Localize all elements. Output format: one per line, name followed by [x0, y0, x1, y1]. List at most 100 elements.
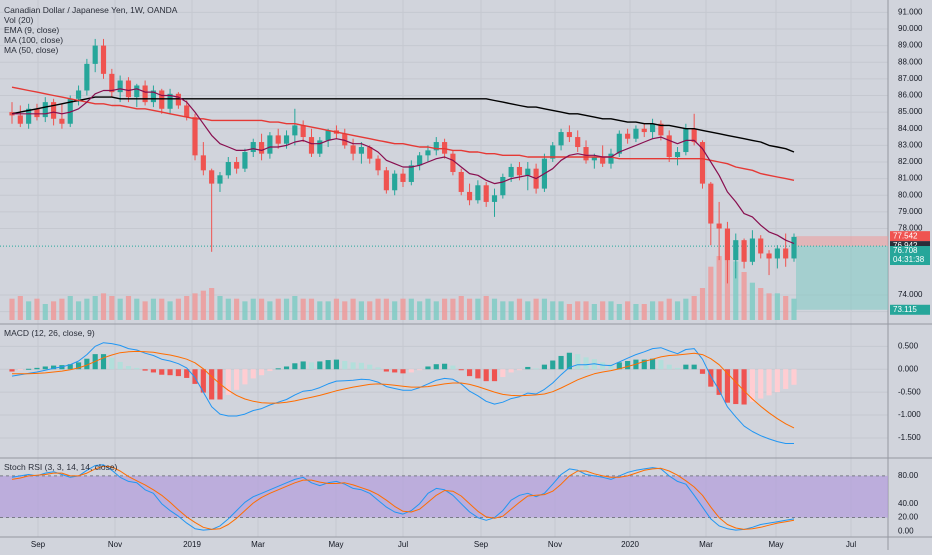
candle-body	[525, 168, 531, 176]
candle-body	[491, 195, 498, 202]
candle-body	[383, 170, 389, 191]
volume-bar	[774, 293, 780, 320]
volume-bar	[225, 298, 231, 320]
macd-histogram-bar	[425, 366, 431, 370]
macd-histogram-bar	[616, 362, 622, 370]
candle-body	[134, 85, 140, 98]
macd-histogram-bar	[150, 369, 157, 373]
price-tick-label: 79.000	[898, 207, 923, 216]
stoch-tick-label: 80.00	[898, 471, 919, 480]
macd-histogram-bar	[408, 369, 414, 373]
axis-layer: 91.000 90.000 89.000 88.000 87.000 86.000 85.0…	[31, 7, 930, 549]
time-tick-label: Jul	[846, 540, 856, 549]
macd-histogram-bar	[234, 369, 240, 390]
candle-body	[658, 123, 664, 136]
candle-body	[758, 238, 764, 254]
macd-histogram-bar	[283, 366, 290, 370]
candle-body	[392, 173, 398, 191]
candle-body	[84, 63, 90, 91]
macd-histogram-bar	[758, 369, 764, 399]
ma100-line	[11, 96, 795, 153]
candle-body	[92, 45, 98, 64]
volume-bar	[167, 301, 173, 320]
candle-body	[575, 137, 581, 148]
macd-histogram-bar	[400, 369, 406, 374]
time-tick-label: 2019	[183, 540, 201, 549]
macd-histogram-bar	[200, 369, 206, 393]
macd-histogram-bar	[417, 369, 423, 371]
stoch-tick-label: 40.00	[898, 499, 919, 508]
volume-bar	[17, 296, 23, 320]
badge-countdown: 04:31:38	[893, 255, 925, 264]
volume-bar	[234, 298, 240, 320]
candle-body	[17, 115, 23, 124]
macd-histogram-bar	[625, 360, 631, 370]
time-tick-label: May	[328, 540, 343, 549]
macd-histogram-bar	[566, 352, 572, 370]
macd-histogram-bar	[375, 367, 381, 370]
candle-body	[375, 158, 381, 171]
candle-body	[674, 152, 681, 158]
candle-body	[791, 236, 797, 259]
macd-histogram-bar	[724, 369, 731, 403]
volume-bar	[558, 301, 564, 320]
candle-body	[234, 162, 240, 169]
volume-bar	[34, 298, 40, 320]
volume-bar	[67, 296, 73, 320]
volume-bar	[308, 298, 315, 320]
volume-bar	[508, 301, 514, 320]
volume-layer	[9, 245, 797, 320]
candle-body	[300, 125, 306, 138]
candle-body	[34, 108, 40, 118]
volume-bar	[608, 301, 614, 320]
volume-bar	[367, 301, 373, 320]
price-tick-label: 84.000	[898, 124, 923, 133]
volume-bar	[250, 298, 256, 320]
price-tick-label: 90.000	[898, 24, 923, 33]
price-tick-label: 81.000	[898, 174, 923, 183]
candle-body	[699, 142, 706, 184]
candle-body	[450, 153, 456, 172]
volume-bar	[258, 298, 265, 320]
volume-bar	[292, 296, 298, 320]
volume-bar	[275, 298, 281, 320]
volume-bar	[483, 296, 489, 320]
candle-body	[783, 248, 789, 259]
macd-histogram-bar	[333, 359, 340, 370]
volume-bar	[300, 298, 306, 320]
candle-body	[442, 142, 448, 154]
volume-bar	[699, 288, 706, 320]
volume-bar	[109, 296, 115, 320]
candle-body	[766, 253, 772, 259]
candle-body	[641, 128, 647, 133]
volume-bar	[500, 301, 506, 320]
macd-histogram-bar	[100, 354, 107, 370]
macd-histogram-bar	[500, 369, 506, 378]
macd-histogram-bar	[716, 369, 722, 395]
macd-histogram-bar	[491, 369, 498, 382]
volume-bar	[217, 296, 223, 320]
time-tick-label: Sep	[474, 540, 489, 549]
volume-bar	[550, 301, 556, 320]
volume-bar	[358, 301, 364, 320]
volume-bar	[716, 256, 722, 320]
badge-last: 76.942	[893, 241, 918, 250]
position-stop-zone	[796, 236, 888, 247]
volume-bar	[350, 298, 356, 320]
time-tick-label: Nov	[108, 540, 122, 549]
volume-bar	[100, 293, 107, 320]
volume-bar	[317, 301, 323, 320]
macd-histogram-bar	[75, 362, 82, 370]
candle-body	[400, 173, 406, 182]
volume-bar	[758, 288, 764, 320]
macd-histogram-bar	[541, 364, 548, 370]
macd-histogram-bar	[367, 364, 373, 370]
macd-histogram-bar	[109, 357, 115, 370]
macd-histogram-bar	[749, 369, 755, 402]
price-tick-label: 74.000	[898, 290, 923, 299]
macd-histogram-bar	[608, 364, 614, 370]
badge-lower: 73.115	[893, 305, 917, 314]
volume-bar	[641, 304, 647, 320]
